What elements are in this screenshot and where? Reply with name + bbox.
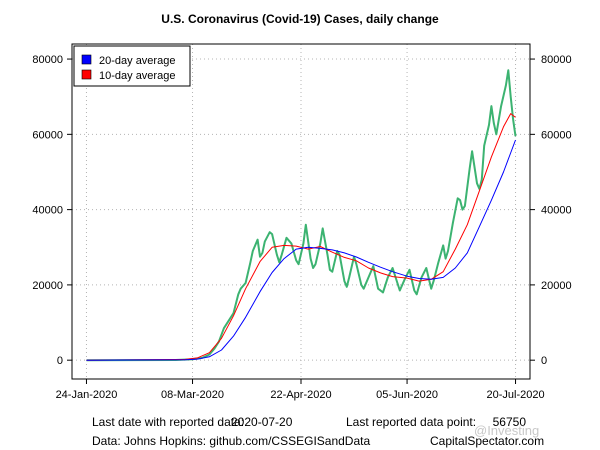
legend-label-20-day: 20-day average <box>99 55 175 67</box>
series-line-10-day-average <box>86 113 516 361</box>
x-tick-label: 20-Jul-2020 <box>486 389 544 401</box>
last-point-label: Last reported data point: <box>346 415 476 429</box>
data-source: Data: Johns Hopkins: github.com/CSSEGISa… <box>92 434 370 448</box>
y-tick-label-left: 20000 <box>32 280 63 292</box>
legend-label-10-day: 10-day average <box>99 70 175 82</box>
y-tick-label-right: 80000 <box>541 54 572 66</box>
y-tick-label-right: 20000 <box>541 280 572 292</box>
y-tick-label-left: 60000 <box>32 129 63 141</box>
y-tick-label-left: 40000 <box>32 205 63 217</box>
series-line-20-day-average <box>86 139 516 361</box>
y-tick-label-right: 60000 <box>541 129 572 141</box>
chart-title: U.S. Coronavirus (Covid-19) Cases, daily… <box>161 12 439 26</box>
legend: 20-day average 10-day average <box>73 45 191 87</box>
x-tick-label: 24-Jan-2020 <box>56 389 118 401</box>
x-tick-label: 08-Mar-2020 <box>161 389 224 401</box>
legend-swatch-20-day <box>81 54 92 65</box>
y-tick-label-right: 0 <box>541 355 547 367</box>
y-tick-label-left: 80000 <box>32 54 63 66</box>
y-tick-label-right: 40000 <box>541 205 572 217</box>
x-tick-label: 22-Apr-2020 <box>270 389 331 401</box>
last-date-label: Last date with reported data: <box>92 415 244 429</box>
last-point-value: 56750 <box>493 415 527 429</box>
legend-swatch-10-day <box>81 69 92 80</box>
last-date-value: 2020-07-20 <box>231 415 293 429</box>
watermark: @Investing <box>474 423 539 438</box>
brand-name: CapitalSpectator.com <box>430 434 544 448</box>
y-tick-label-left: 0 <box>57 355 63 367</box>
x-tick-label: 05-Jun-2020 <box>376 389 438 401</box>
